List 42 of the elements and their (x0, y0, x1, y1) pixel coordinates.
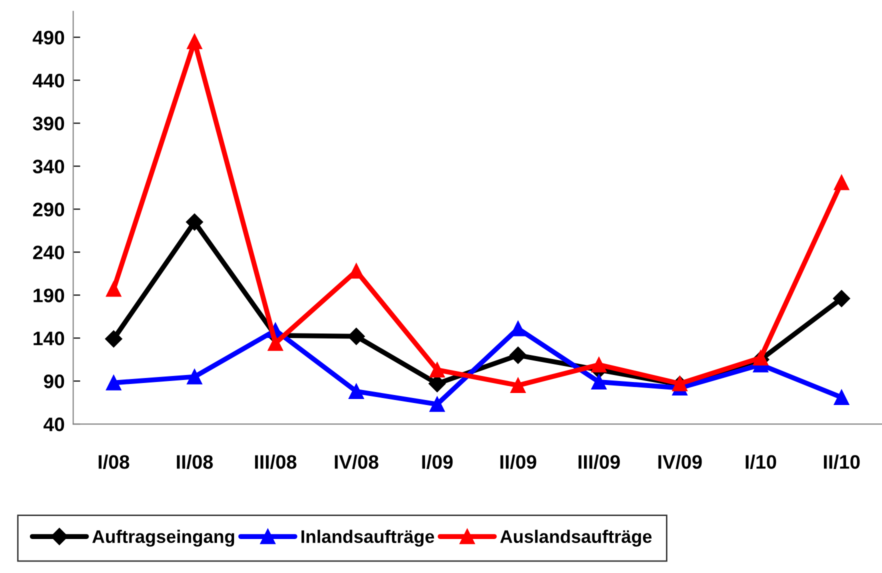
y-tick-label: 240 (33, 246, 64, 260)
y-tick-label: 140 (34, 332, 64, 346)
x-tick-label: IV/08 (334, 454, 378, 470)
point (348, 384, 364, 399)
y-tick-label: 40 (44, 417, 64, 432)
point (509, 346, 527, 364)
point (430, 362, 445, 378)
x-tick-label: IV/09 (658, 454, 702, 470)
x-tick-label: III/08 (255, 454, 296, 470)
x-tick-label: I/08 (98, 454, 130, 470)
point (186, 34, 202, 50)
y-tick-label: 90 (44, 374, 64, 388)
x-tick-label: III/09 (578, 454, 620, 470)
x-tick-label: I/10 (746, 454, 776, 470)
x-tick-label: II/08 (176, 454, 213, 470)
legend-label: Auftragseingang (92, 530, 234, 547)
point (591, 374, 607, 390)
point (348, 328, 365, 345)
y-tick-label: 390 (32, 116, 64, 130)
point (186, 213, 204, 231)
point (591, 357, 607, 372)
point (430, 396, 445, 412)
point (105, 330, 122, 348)
point (268, 336, 284, 351)
y-tick-label: 490 (32, 30, 64, 44)
point (106, 375, 122, 390)
y-tick-label: 190 (34, 288, 64, 302)
point (834, 390, 850, 406)
x-tick-label: II/09 (500, 454, 536, 470)
point (106, 281, 122, 297)
y-tick-label: 290 (33, 202, 64, 216)
y-tick-label: 340 (32, 160, 64, 174)
point (753, 350, 768, 366)
legend-label: Auslandsaufträge (500, 530, 652, 547)
x-tick-label: II/10 (824, 454, 860, 470)
point (510, 378, 526, 393)
legend-label: Inlandsaufträge (302, 530, 434, 547)
y-tick-label: 440 (32, 74, 64, 88)
point (833, 290, 850, 308)
point (186, 369, 202, 384)
point (834, 174, 850, 190)
x-tick-label: I/09 (422, 454, 453, 470)
